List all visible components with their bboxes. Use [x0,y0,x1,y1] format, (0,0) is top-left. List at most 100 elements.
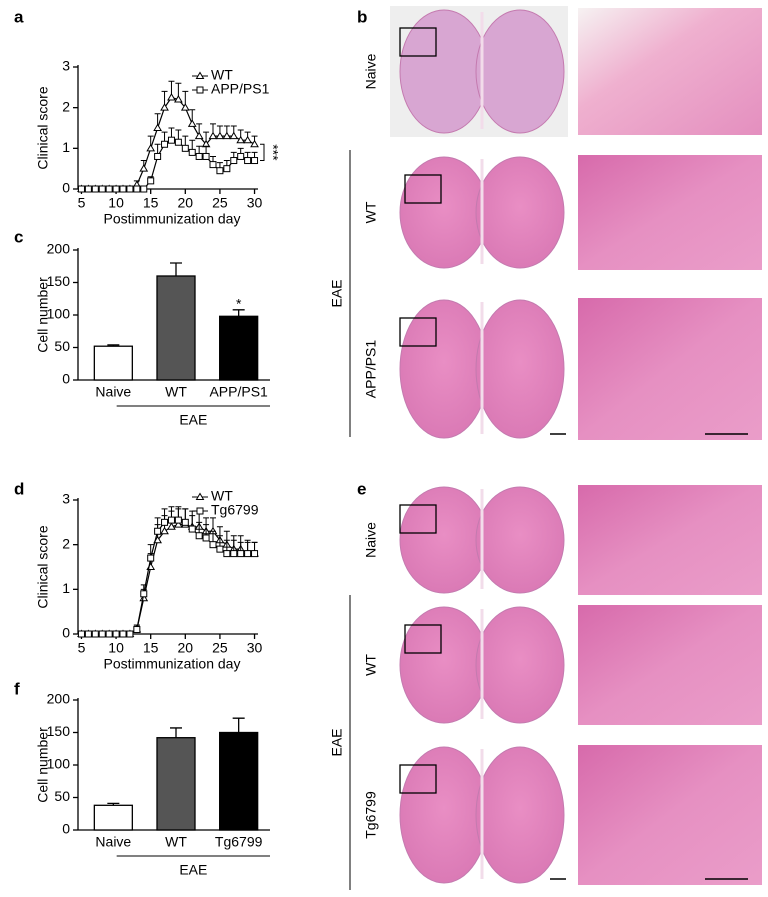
marker [244,550,252,558]
marker [181,518,189,526]
marker [251,157,259,165]
row-label: WT [363,201,379,223]
marker [139,164,149,172]
y-tick-label: 150 [47,273,71,289]
marker [230,157,238,165]
y-tick-label: 0 [62,625,70,641]
row-label: Tg6799 [363,791,379,839]
zoom-image [578,605,762,725]
y-tick-label: 50 [54,788,70,804]
y-tick-label: 0 [62,371,70,387]
y-tick-label: 200 [47,241,71,257]
marker [209,161,217,169]
marker [237,550,245,558]
x-tick-label: 10 [108,640,124,656]
significance-label: * [236,296,242,312]
bar [156,275,196,381]
marker [187,119,197,127]
marker [188,148,196,156]
marker [133,626,141,634]
marker [167,93,176,101]
marker [119,630,127,638]
marker [202,534,210,542]
marker [140,590,148,598]
zoom-image [578,298,762,440]
marker [237,152,245,160]
marker [223,165,231,173]
y-tick-label: 100 [47,756,71,772]
marker [250,139,259,148]
marker [91,630,99,638]
marker [181,144,189,152]
y-tick-label: 0 [62,180,70,196]
marker [161,518,169,526]
section-lobe [475,156,565,269]
zoom-box [399,27,437,57]
marker [112,185,120,193]
row-label: WT [363,654,379,676]
y-tick-label: 100 [47,306,71,322]
y-tick-label: 2 [62,535,70,551]
significance-bracket [260,143,265,162]
zoom-box [399,504,437,534]
marker [140,185,148,193]
group-label: EAE [329,728,345,756]
marker [84,185,92,193]
error-bar [170,262,182,276]
legend-marker [196,507,204,515]
marker [194,131,204,140]
y-tick-label: 200 [47,691,71,707]
marker [216,545,224,553]
x-tick-label: 25 [212,640,228,656]
x-axis-label: Postimmunization day [104,211,241,227]
marker [208,131,218,140]
legend-marker [196,86,204,94]
legend-marker [195,492,205,500]
marker [174,516,182,524]
marker [153,123,162,131]
legend-label: Tg6799 [211,502,259,518]
marker [91,185,99,193]
bar [93,345,133,381]
marker [139,593,149,602]
marker [98,630,106,638]
zoom-box [399,317,437,347]
y-tick-label: 2 [62,98,70,114]
row-label: Naive [363,522,379,558]
bar [156,737,196,831]
marker [112,630,120,638]
x-tick-label: APP/PS1 [209,384,268,400]
section-lobe [399,486,489,594]
y-tick-label: 3 [62,491,70,507]
x-tick-label: 5 [78,640,86,656]
bar [93,804,133,831]
marker [251,550,259,558]
section-lobe [399,156,489,269]
group-label: EAE [329,279,345,307]
y-tick-label: 50 [54,338,70,354]
y-tick-label: 3 [62,58,70,74]
legend-label: APP/PS1 [211,81,270,97]
x-tick-label: 5 [78,195,86,211]
bar [219,315,259,381]
x-tick-label: 20 [178,195,194,211]
panel-label: f [14,679,20,698]
marker [180,103,190,111]
y-axis-label: Clinical score [35,525,51,608]
error-bar [170,727,182,738]
x-tick-label: 20 [178,640,194,656]
x-tick-label: 25 [212,195,228,211]
legend-label: WT [211,67,233,83]
section-lobe [475,299,565,439]
marker [160,526,169,535]
zoom-image [578,485,762,595]
zoom-image [578,8,762,135]
marker [133,185,141,193]
marker [77,630,85,638]
x-tick-label: 15 [143,195,159,211]
series-line [81,523,255,635]
panel-label: a [14,7,24,26]
marker [160,103,169,111]
marker [230,550,238,558]
